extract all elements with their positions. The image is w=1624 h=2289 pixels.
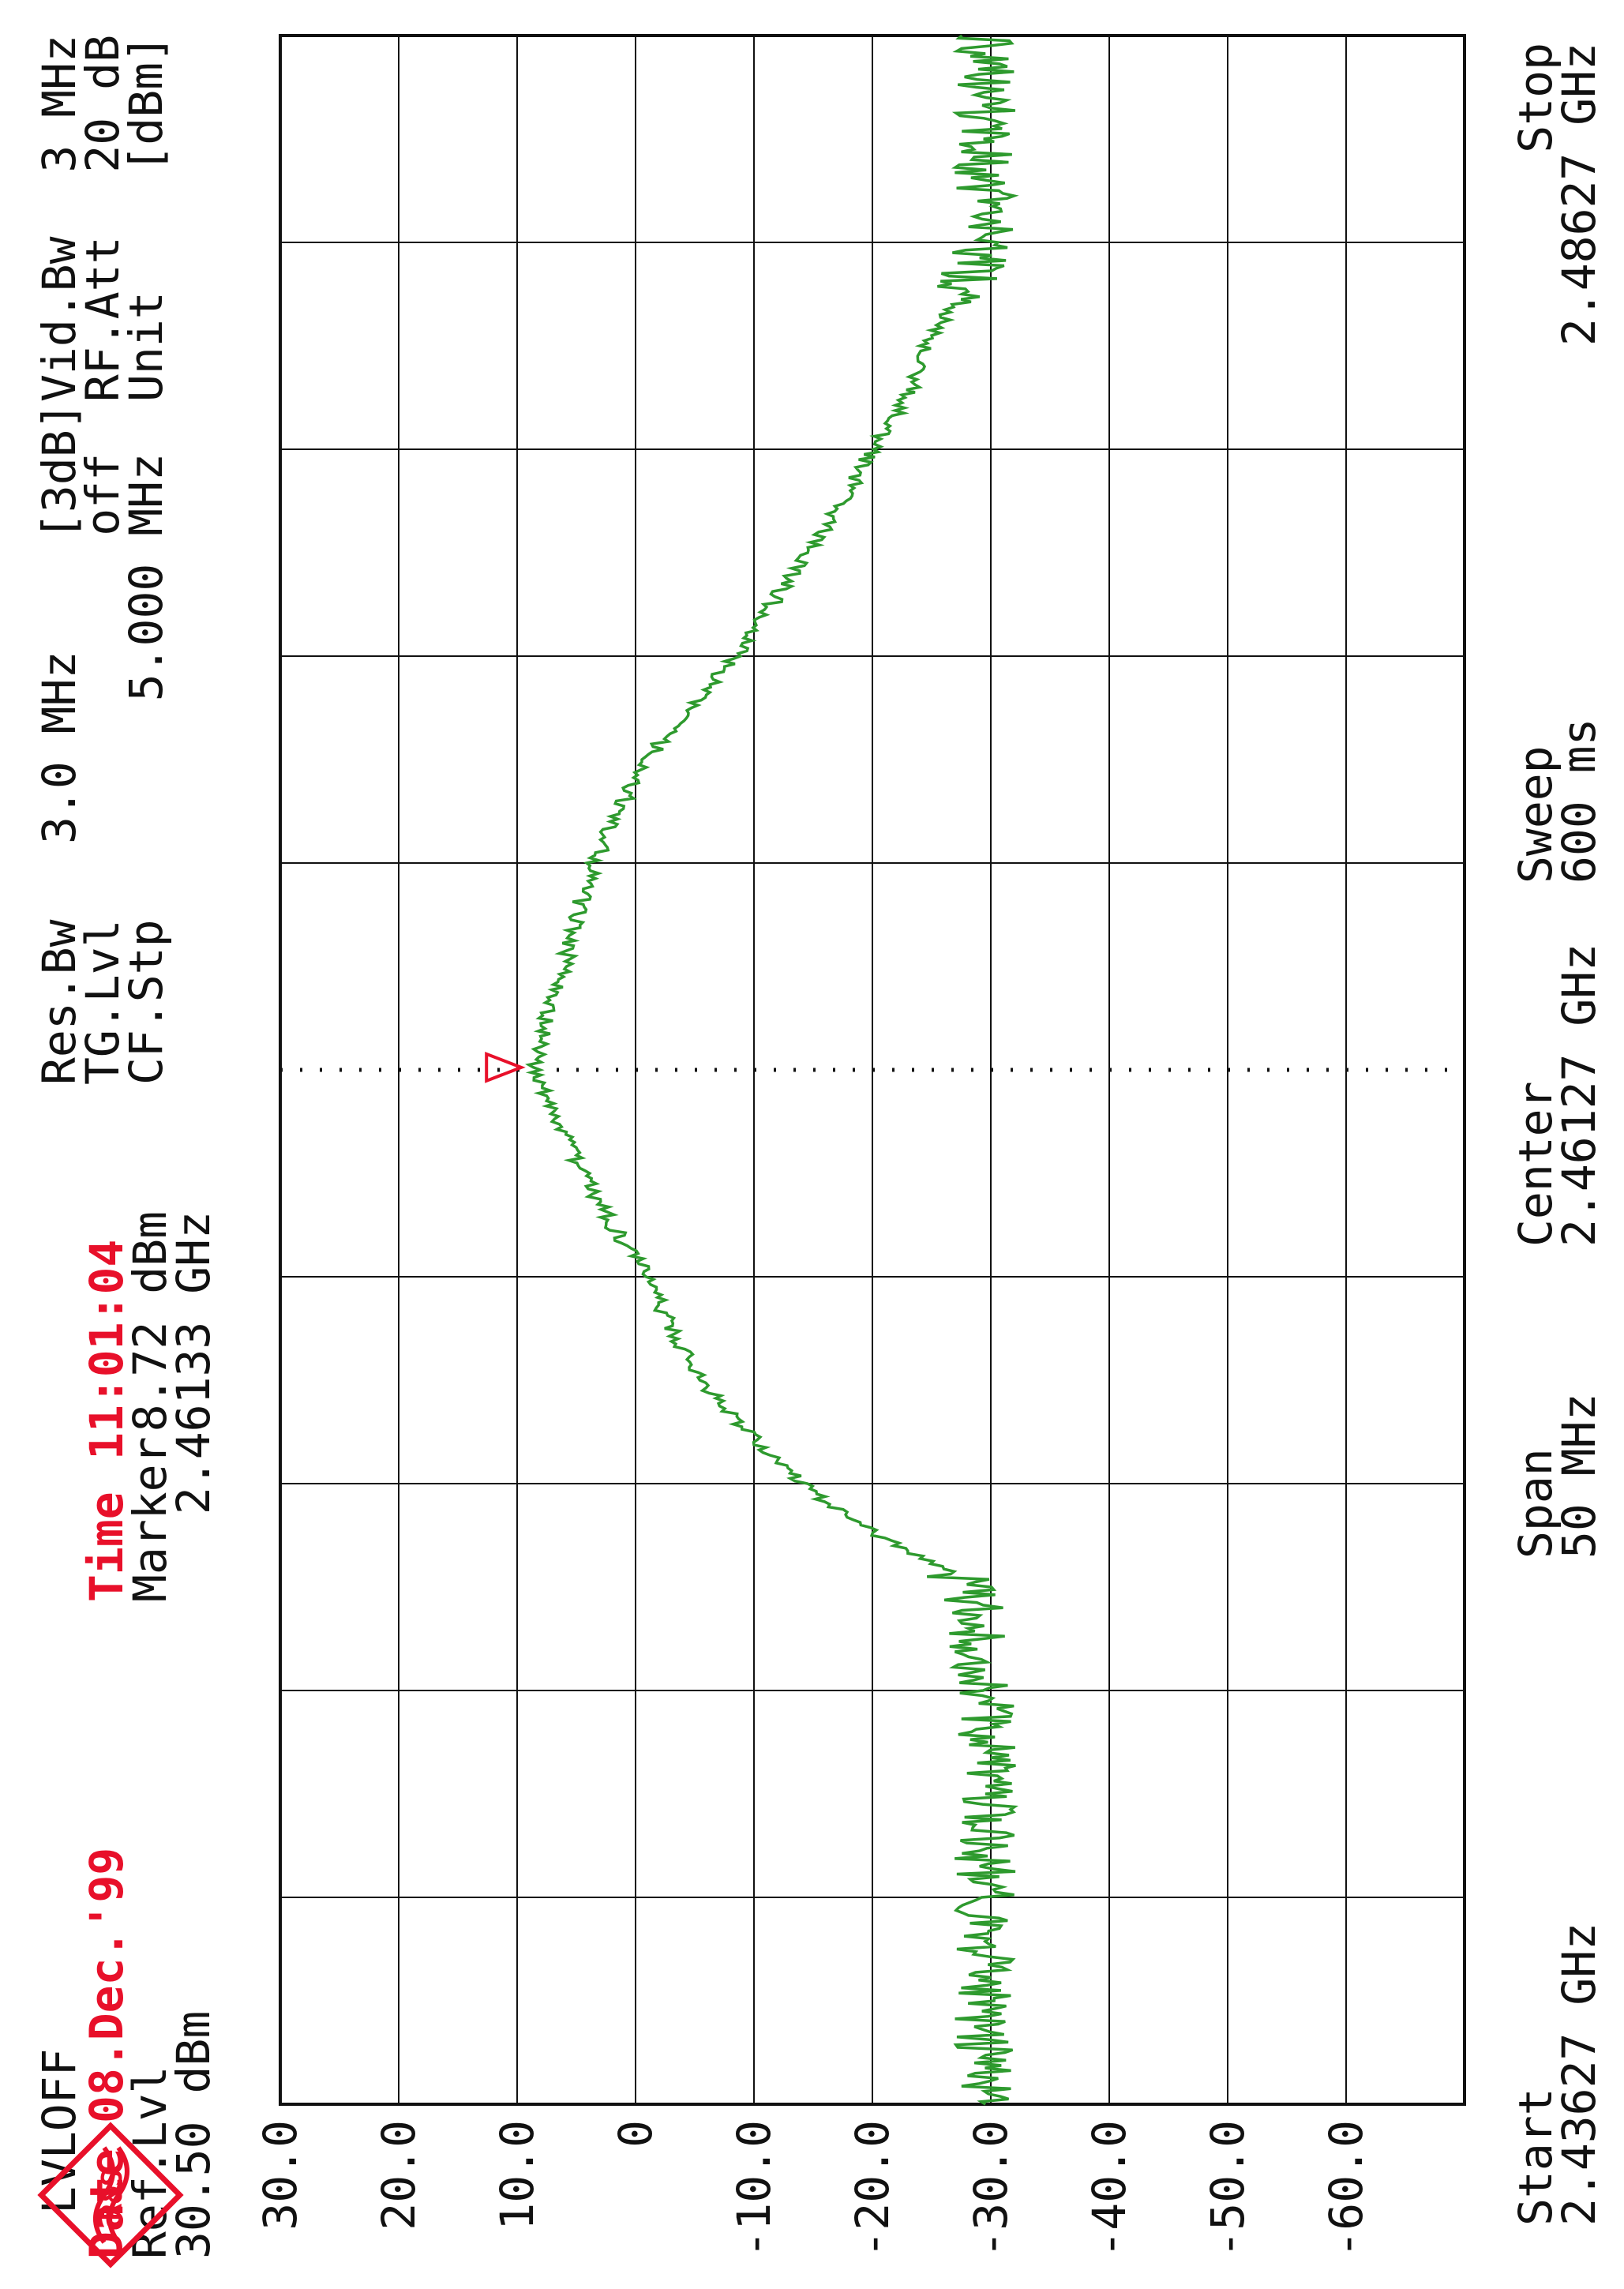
- trace-line: [525, 34, 1019, 2106]
- stop-value: 2.48627 GHz: [1552, 43, 1606, 346]
- center-label: Center: [1509, 1081, 1562, 1247]
- marker-level: 8.72 dBm: [123, 1211, 177, 1432]
- res-bw-mode: [3dB]: [32, 402, 86, 540]
- y-tick-label: -10.0: [727, 2120, 781, 2258]
- y-tick-label: 10.0: [490, 2120, 544, 2231]
- start-label: Start: [1509, 2088, 1562, 2226]
- y-tick-label: -30.0: [964, 2120, 1018, 2258]
- tg-level-label: TG.Lvl: [76, 919, 129, 1085]
- logo-text: R&S: [96, 2169, 129, 2220]
- title-label: LVLOFF: [32, 2048, 86, 2214]
- center-value: 2.46127 GHz: [1552, 944, 1606, 1247]
- rs-logo: R&S: [37, 2122, 184, 2268]
- y-tick-label: -50.0: [1201, 2120, 1255, 2258]
- y-tick-label: 20.0: [372, 2120, 426, 2231]
- y-tick-label: 0: [609, 2120, 662, 2148]
- span-value: 50 MHz: [1552, 1393, 1606, 1559]
- ref-level-value: 30.50 dBm: [167, 2011, 220, 2259]
- y-tick-label: 30.0: [253, 2120, 307, 2231]
- vid-bw-value: 3 MHz: [32, 35, 86, 173]
- marker-frequency: 2.46133 GHz: [167, 1211, 220, 1514]
- rf-att-value: 20 dB: [76, 35, 129, 173]
- res-bw-value: 3.0 MHz: [32, 651, 86, 844]
- tg-level-value: off: [76, 453, 129, 536]
- y-tick-label: -40.0: [1082, 2120, 1136, 2258]
- cf-step-value: 5.000 MHz: [119, 453, 173, 701]
- date-value: 08.Dec.'99: [80, 1848, 133, 2123]
- cf-step-label: CF.Stp: [119, 919, 173, 1085]
- time-value: 11:01:04: [80, 1240, 133, 1460]
- plot-area: 30.0 20.0 10.0 0 -10.0 -20.0 -30.0 -40.0 -50.0 -6…: [253, 34, 1466, 2258]
- stop-label: Stop: [1509, 43, 1562, 153]
- sweep-label: Sweep: [1509, 745, 1562, 884]
- span-label: Span: [1509, 1448, 1562, 1559]
- marker-label: Marker: [123, 1436, 177, 1602]
- start-value: 2.43627 GHz: [1552, 1923, 1606, 2226]
- y-tick-label: -20.0: [846, 2120, 899, 2258]
- sweep-value: 600 ms: [1552, 718, 1606, 884]
- marker-symbol: [485, 1051, 526, 1083]
- time-label: Time: [80, 1492, 133, 1602]
- res-bw-label: Res.Bw: [32, 919, 86, 1085]
- vid-bw-label: Vid.Bw: [32, 236, 86, 402]
- y-tick-label: -60.0: [1319, 2120, 1373, 2258]
- rf-att-label: RF.Att: [76, 236, 129, 402]
- unit-value: [dBm]: [119, 35, 173, 173]
- annotation-block: LVLOFF Date 08.Dec.'99 Ref.Lvl 30.50 dBm…: [32, 35, 1606, 2259]
- unit-label: Unit: [119, 291, 173, 402]
